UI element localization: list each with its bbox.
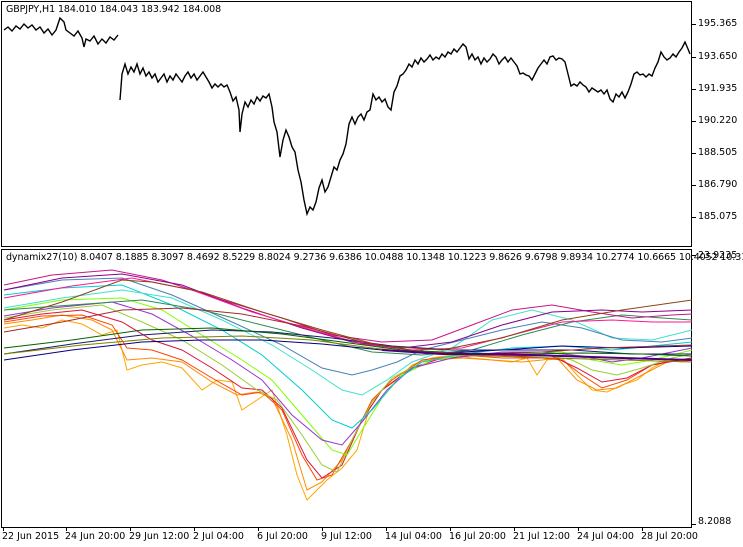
chart-title: GBPJPY,H1 184.010 184.043 183.942 184.00… — [6, 4, 222, 15]
time-axis-tick — [578, 527, 579, 531]
indicator-axis-min: 8.2088 — [698, 516, 732, 527]
price-axis-tick — [692, 24, 696, 25]
price-line-plot — [3, 16, 691, 217]
time-axis-label: 21 Jul 12:00 — [513, 531, 570, 542]
indicator-axis-tick — [692, 524, 696, 525]
price-axis-tick — [692, 57, 696, 58]
time-axis-label: 2 Jul 04:00 — [193, 531, 244, 542]
indicator-panel[interactable]: dynamix27(10) 8.0407 8.1885 8.3097 8.469… — [1, 249, 743, 528]
price-axis-tick — [692, 217, 696, 218]
time-axis-tick — [322, 527, 323, 531]
time-axis-tick — [450, 527, 451, 531]
time-axis-tick — [386, 527, 387, 531]
time-axis-label: 29 Jun 12:00 — [129, 531, 190, 542]
time-axis-tick — [130, 527, 131, 531]
indicator-axis-max: 23.9235 — [698, 250, 738, 261]
price-axis-tick — [692, 185, 696, 186]
time-axis-label: 22 Jun 2015 — [2, 531, 60, 542]
time-axis-tick — [66, 527, 67, 531]
time-axis-label: 24 Jul 04:00 — [577, 531, 634, 542]
price-axis-label: 188.505 — [698, 147, 738, 158]
indicator-axis-tick — [692, 255, 696, 256]
price-axis-label: 185.075 — [698, 211, 738, 222]
time-axis-tick — [642, 527, 643, 531]
price-axis-label: 191.935 — [698, 83, 738, 94]
time-axis-label: 24 Jun 20:00 — [65, 531, 126, 542]
time-axis-label: 14 Jul 04:00 — [385, 531, 442, 542]
time-axis-tick — [194, 527, 195, 531]
price-axis-label: 193.650 — [698, 51, 738, 62]
time-axis-tick — [3, 527, 4, 531]
price-axis-label: 195.365 — [698, 18, 738, 29]
time-axis-label: 6 Jul 20:00 — [257, 531, 308, 542]
indicator-lines-plot — [3, 269, 693, 501]
time-axis-label: 9 Jul 12:00 — [321, 531, 372, 542]
indicator-title: dynamix27(10) 8.0407 8.1885 8.3097 8.469… — [6, 252, 743, 263]
time-axis-tick — [514, 527, 515, 531]
price-axis-label: 190.220 — [698, 115, 738, 126]
time-axis-tick — [258, 527, 259, 531]
time-axis-label: 16 Jul 20:00 — [449, 531, 506, 542]
price-axis-label: 186.790 — [698, 179, 738, 190]
price-chart-panel[interactable]: GBPJPY,H1 184.010 184.043 183.942 184.00… — [1, 1, 692, 247]
price-axis-tick — [692, 89, 696, 90]
price-axis-tick — [692, 153, 696, 154]
price-axis-tick — [692, 121, 696, 122]
time-axis-label: 28 Jul 20:00 — [641, 531, 698, 542]
